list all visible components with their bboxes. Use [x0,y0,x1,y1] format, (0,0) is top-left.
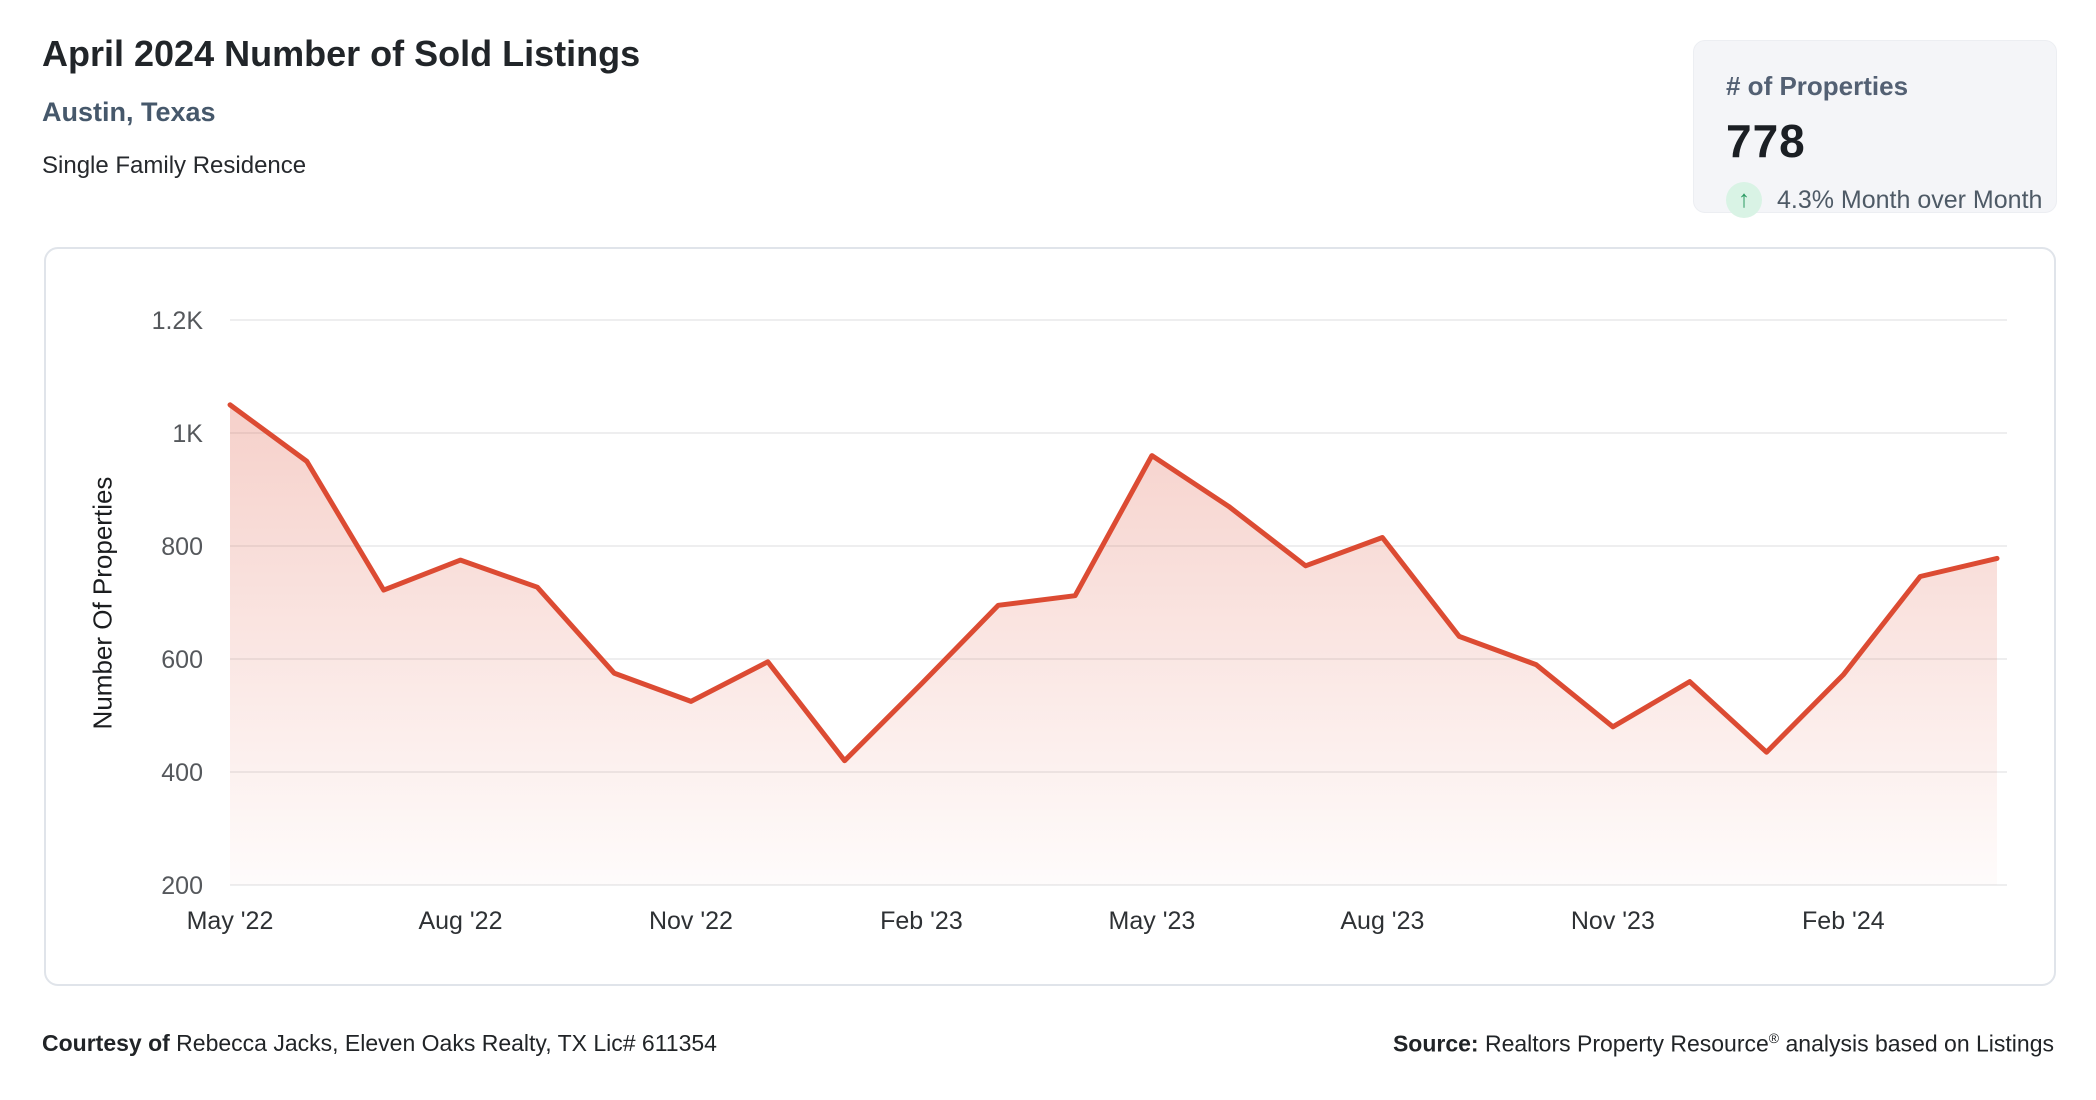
stat-delta-row: ↑ 4.3% Month over Month [1726,182,2056,218]
stat-label: # of Properties [1726,71,1909,101]
stat-value: 778 [1726,115,1806,167]
x-tick-label: Feb '23 [880,907,963,935]
x-tick-label: Feb '24 [1802,907,1885,935]
page-title: April 2024 Number of Sold Listings [42,33,641,74]
x-tick-label: May '23 [1109,907,1196,935]
x-tick-label: Nov '22 [649,907,733,935]
y-tick-label: 600 [161,646,203,674]
courtesy-text: Rebecca Jacks, Eleven Oaks Realty, TX Li… [169,1030,717,1056]
arrow-up-icon: ↑ [1726,182,1762,218]
x-tick-label: Aug '22 [418,907,502,935]
y-tick-label: 400 [161,759,203,787]
source-note: Source: Realtors Property Resource® anal… [1393,1030,2054,1058]
source-label: Source: [1392,1030,1479,1057]
y-tick-label: 200 [161,872,203,900]
courtesy-note: Courtesy of Rebecca Jacks, Eleven Oaks R… [42,1030,717,1057]
y-tick-label: 800 [161,533,203,561]
x-tick-label: Nov '23 [1571,907,1655,935]
y-tick-label: 1K [172,420,203,448]
stat-card: # of Properties 778 ↑ 4.3% Month over Mo… [1693,40,2057,218]
arrow-up-glyph: ↑ [1738,186,1750,213]
chart-area-fill [230,404,1997,885]
chart-line [227,402,2000,764]
location-subtitle: Austin, Texas [42,97,216,128]
y-axis-tick-labels: 200 400 600 800 1K 1.2K [152,307,204,900]
courtesy-label: Courtesy of [42,1030,170,1056]
sold-listings-line-chart: 200 400 600 800 1K 1.2K May '22 Aug '22 Nov '22… [152,307,2007,935]
x-axis-tick-labels: May '22 Aug '22 Nov '22 Feb '23 May '23 Aug '… [187,907,1885,935]
x-tick-label: Aug '23 [1340,907,1424,935]
report-header: April 2024 Number of Sold Listings Austi… [42,32,640,180]
x-tick-label: May '22 [187,907,274,935]
source-text: Realtors Property Resource [1478,1030,1769,1057]
property-type-subtitle: Single Family Residence [42,152,307,180]
chart-card: Number Of Properties 200 400 600 800 1K 1.2K … [44,247,2056,986]
stat-delta-text: 4.3% Month over Month [1777,185,2043,214]
source-suffix: analysis based on Listings [1779,1030,2054,1057]
registered-mark: ® [1768,1030,1780,1046]
y-tick-label: 1.2K [152,307,204,335]
